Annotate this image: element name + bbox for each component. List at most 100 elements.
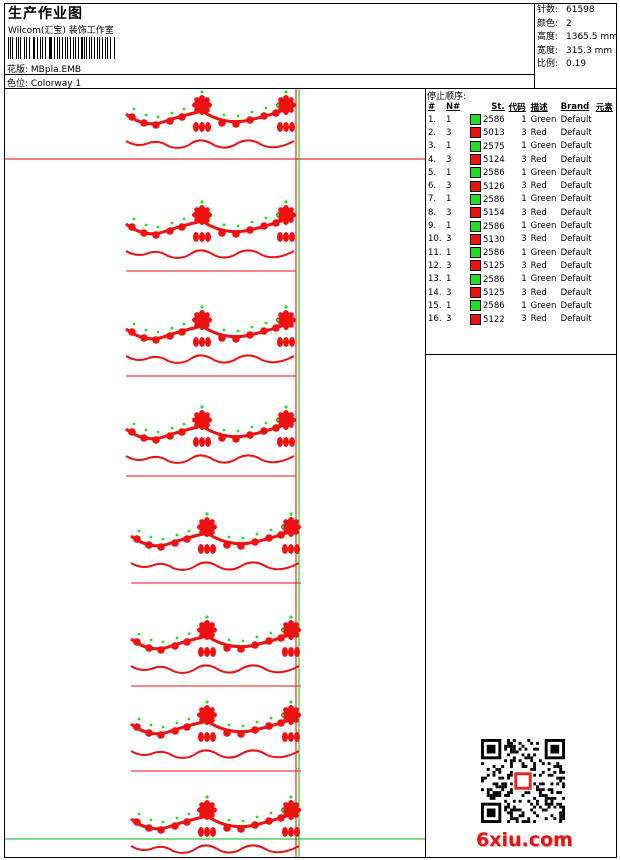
row-description: Red — [530, 260, 547, 271]
embroidery-motif — [130, 700, 301, 772]
row-description: Green — [530, 274, 557, 285]
row-stitches: 5013 — [468, 126, 507, 139]
row-index: 13. — [428, 274, 442, 285]
row-brand: Default — [560, 221, 592, 232]
table-row: 14. 3 5125 3 Red Default — [426, 286, 615, 299]
row-element — [594, 140, 615, 153]
embroidery-motif — [130, 615, 301, 687]
row-brand: Default — [560, 127, 592, 138]
row-brand: Default — [560, 260, 592, 271]
color-swatch — [470, 233, 481, 245]
design-stats: 针数: 61598 颜色: 2 高度: 1365.5 mm 宽度: 315.3 mm 比… — [537, 4, 618, 72]
color-swatch — [470, 220, 481, 232]
row-stitches: 5126 — [468, 179, 507, 192]
row-brand: Default — [560, 274, 592, 285]
colorway-info: 色位: Colorway 1 — [7, 76, 81, 89]
table-row: 4. 3 5124 3 Red Default — [426, 153, 615, 166]
table-row: 13. 1 2586 1 Green Default — [426, 273, 615, 286]
table-row: 16. 3 5122 3 Red Default — [426, 312, 615, 325]
row-brand: Default — [560, 141, 592, 152]
row-index: 11. — [428, 247, 442, 258]
row-brand: Default — [560, 247, 592, 258]
row-index: 8. — [428, 207, 437, 218]
table-row: 3. 1 2575 1 Green Default — [426, 140, 615, 153]
row-code: 3 — [521, 127, 527, 138]
row-element — [594, 153, 615, 166]
row-stitches: 2586 — [468, 113, 507, 126]
row-code: 1 — [521, 194, 527, 205]
row-code: 3 — [521, 287, 527, 298]
stat-width: 宽度: 315.3 mm — [537, 45, 613, 56]
row-code: 3 — [521, 260, 527, 271]
table-row: 5. 1 2586 1 Green Default — [426, 166, 615, 179]
sequence-box — [425, 88, 617, 355]
row-needle: 3 — [446, 314, 452, 325]
row-needle: 3 — [446, 207, 452, 218]
row-description: Red — [530, 234, 547, 245]
row-index: 15. — [428, 300, 442, 311]
row-stitches: 2575 — [468, 140, 507, 153]
color-swatch — [470, 114, 481, 126]
table-row: 11. 1 2586 1 Green Default — [426, 246, 615, 259]
row-stitches: 5124 — [468, 153, 507, 166]
row-brand: Default — [560, 154, 592, 165]
color-swatch — [470, 207, 481, 219]
table-row: 10. 3 5130 3 Red Default — [426, 233, 615, 246]
row-description: Green — [530, 247, 557, 258]
row-stitches: 2586 — [468, 299, 507, 312]
design-value: MBpla.EMB — [30, 65, 82, 75]
design-info: 花版: MBpla.EMB — [7, 62, 81, 75]
row-index: 4. — [428, 154, 437, 165]
embroidery-motif — [125, 405, 296, 477]
row-index: 16. — [428, 314, 442, 325]
row-element — [594, 126, 615, 139]
table-row: 6. 3 5126 3 Red Default — [426, 179, 615, 192]
row-description: Red — [530, 181, 547, 192]
row-description: Green — [530, 300, 557, 311]
color-swatch — [470, 247, 481, 259]
embroidery-motif — [125, 90, 296, 149]
row-stitches: 2586 — [468, 193, 507, 206]
row-stitches: 5130 — [468, 233, 507, 246]
row-stitches: 2586 — [468, 166, 507, 179]
color-swatch — [470, 193, 481, 205]
row-code: 1 — [521, 167, 527, 178]
col-element: 元素 — [595, 102, 613, 113]
col-needle: N# — [446, 101, 461, 112]
row-element — [594, 299, 615, 312]
col-stitches: St. — [491, 101, 505, 112]
row-description: Green — [530, 114, 557, 125]
stat-height: 高度: 1365.5 mm — [537, 32, 618, 42]
row-stitches: 2586 — [468, 273, 507, 286]
row-description: Red — [530, 154, 547, 165]
row-element — [594, 113, 615, 126]
row-code: 3 — [521, 207, 527, 218]
row-element — [594, 273, 615, 286]
row-description: Green — [530, 141, 557, 152]
barcode-image — [8, 37, 116, 59]
row-needle: 3 — [446, 181, 452, 192]
embroidery-motif — [125, 200, 296, 272]
qr-code — [481, 739, 565, 823]
row-element — [594, 193, 615, 206]
row-stitches: 5122 — [468, 312, 507, 325]
row-index: 2. — [428, 127, 437, 138]
row-brand: Default — [560, 114, 592, 125]
stop-sequence-table: # N# St. 代码 描述 Brand 元素 1. 1 2586 1 Green Def… — [426, 100, 615, 326]
row-needle: 1 — [446, 274, 452, 285]
design-label: 花版: — [7, 65, 29, 75]
row-stitches: 5125 — [468, 286, 507, 299]
row-description: Green — [530, 194, 557, 205]
row-brand: Default — [560, 300, 592, 311]
row-description: Red — [530, 127, 547, 138]
row-needle: 1 — [446, 300, 452, 311]
stop-sequence-title: 停止顺序: — [427, 92, 467, 102]
table-row: 12. 3 5125 3 Red Default — [426, 259, 615, 272]
row-needle: 3 — [446, 234, 452, 245]
row-needle: 3 — [446, 260, 452, 271]
row-description: Green — [530, 221, 557, 232]
color-swatch — [470, 127, 481, 139]
page-title: 生产作业图 — [8, 6, 83, 22]
color-swatch — [470, 140, 481, 152]
row-brand: Default — [560, 207, 592, 218]
